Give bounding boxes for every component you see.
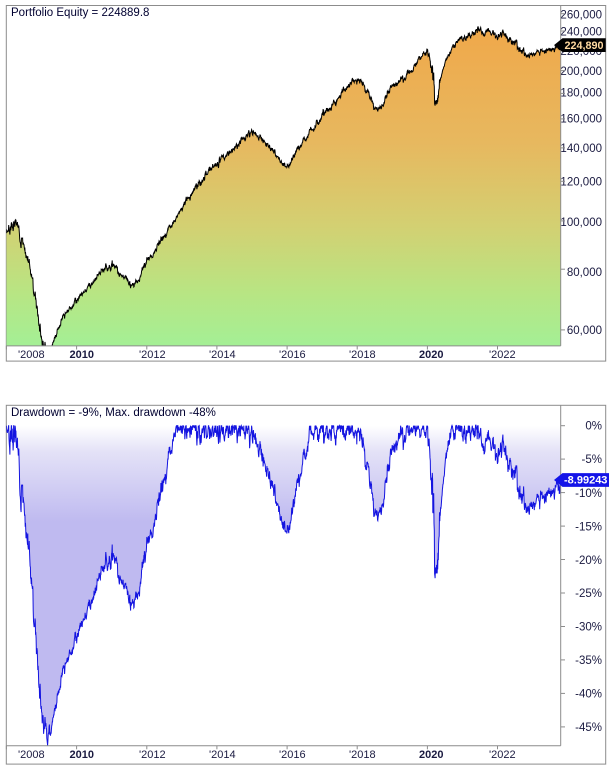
svg-text:'2012: '2012 (139, 749, 166, 761)
svg-text:-15%: -15% (575, 522, 602, 534)
svg-text:100,000: 100,000 (560, 217, 602, 229)
svg-text:'2014: '2014 (209, 349, 236, 361)
svg-text:-8.99243: -8.99243 (564, 475, 607, 487)
svg-text:-25%: -25% (575, 588, 602, 600)
svg-text:2010: 2010 (70, 349, 94, 361)
svg-text:-45%: -45% (575, 722, 602, 734)
svg-text:-30%: -30% (575, 622, 602, 634)
svg-text:'2016: '2016 (279, 349, 306, 361)
svg-text:-5%: -5% (582, 454, 602, 466)
svg-text:260,000: 260,000 (560, 10, 602, 22)
svg-text:-10%: -10% (575, 488, 602, 500)
svg-text:'2008: '2008 (18, 349, 45, 361)
svg-text:'2018: '2018 (349, 749, 376, 761)
svg-text:'2012: '2012 (139, 349, 166, 361)
svg-text:160,000: 160,000 (560, 114, 602, 126)
svg-text:224,890: 224,890 (565, 40, 604, 52)
svg-text:2010: 2010 (70, 749, 94, 761)
svg-text:2020: 2020 (419, 349, 443, 361)
svg-text:'2016: '2016 (279, 749, 306, 761)
svg-text:180,000: 180,000 (560, 88, 602, 100)
svg-text:140,000: 140,000 (560, 143, 602, 155)
svg-text:120,000: 120,000 (560, 177, 602, 189)
svg-text:200,000: 200,000 (560, 66, 602, 78)
svg-text:'2022: '2022 (489, 349, 516, 361)
svg-text:'2018: '2018 (349, 349, 376, 361)
svg-text:'2014: '2014 (209, 749, 236, 761)
svg-text:Portfolio Equity = 224889.8: Portfolio Equity = 224889.8 (11, 7, 149, 19)
svg-text:-35%: -35% (575, 655, 602, 667)
svg-text:80,000: 80,000 (567, 267, 602, 279)
svg-text:'2008: '2008 (18, 749, 45, 761)
svg-text:'2022: '2022 (489, 749, 516, 761)
svg-text:-40%: -40% (575, 689, 602, 701)
svg-text:-20%: -20% (575, 555, 602, 567)
svg-text:60,000: 60,000 (567, 325, 602, 337)
svg-text:Drawdown = -9%, Max. drawdown: Drawdown = -9%, Max. drawdown -48% (11, 407, 216, 419)
svg-text:0%: 0% (585, 421, 602, 433)
svg-text:240,000: 240,000 (560, 27, 602, 39)
svg-text:2020: 2020 (419, 749, 443, 761)
